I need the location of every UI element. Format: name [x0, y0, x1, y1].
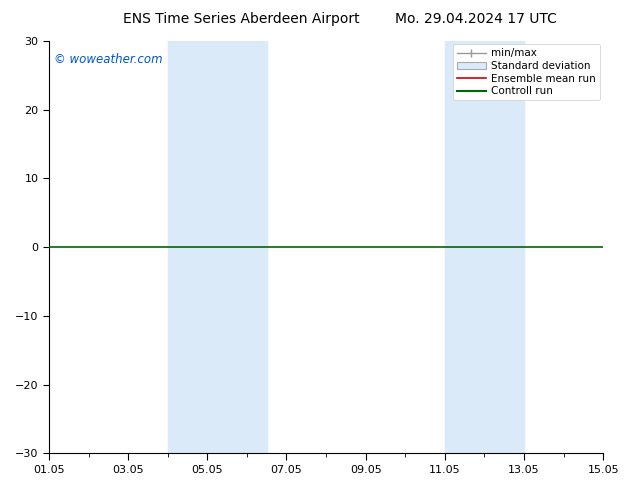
Bar	[207, 41, 267, 453]
Bar	[445, 41, 484, 453]
Bar	[167, 41, 207, 453]
Legend: min/max, Standard deviation, Ensemble mean run, Controll run: min/max, Standard deviation, Ensemble me…	[453, 44, 600, 100]
Text: Mo. 29.04.2024 17 UTC: Mo. 29.04.2024 17 UTC	[394, 12, 557, 26]
Text: ENS Time Series Aberdeen Airport: ENS Time Series Aberdeen Airport	[122, 12, 359, 26]
Text: © woweather.com: © woweather.com	[55, 53, 163, 67]
Bar	[484, 41, 524, 453]
